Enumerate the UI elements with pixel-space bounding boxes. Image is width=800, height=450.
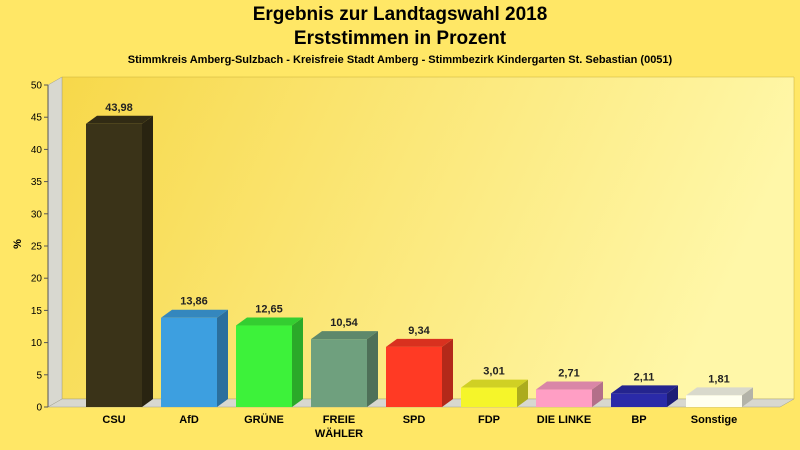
- bar: [236, 325, 292, 407]
- bar-side: [367, 331, 378, 407]
- bar: [536, 389, 592, 407]
- y-axis-label: %: [12, 239, 24, 249]
- bar-value-label: 9,34: [408, 325, 430, 337]
- x-tick-label: DIE LINKE: [537, 414, 591, 426]
- bar-side: [442, 338, 453, 407]
- y-tick-label: 25: [31, 242, 43, 253]
- bar: [161, 317, 217, 407]
- bar-value-label: 2,71: [558, 368, 579, 380]
- chart-subtitle: Stimmkreis Amberg-Sulzbach - Kreisfreie …: [127, 54, 673, 66]
- bar-top: [611, 385, 678, 394]
- labels: 43,98 CSU 13,86 AfD 12,65 GRÜNE 10,54 FREIEWÄHL…: [102, 102, 737, 440]
- bar-side: [217, 309, 228, 407]
- y-tick-label: 35: [31, 177, 43, 188]
- bar-value-label: 43,98: [105, 102, 133, 114]
- y-tick-label: 10: [31, 338, 43, 349]
- x-tick-label: WÄHLER: [315, 427, 363, 440]
- bar-top: [86, 115, 153, 124]
- x-tick-label: AfD: [179, 414, 199, 426]
- bar-side: [517, 379, 528, 407]
- bar: [86, 123, 142, 407]
- bar-value-label: 12,65: [255, 304, 283, 316]
- plot-left-wall: [47, 76, 63, 408]
- y-tick-label: 20: [31, 274, 43, 285]
- chart-title-line2: Erststimmen in Prozent: [293, 28, 507, 49]
- x-tick-label: FDP: [478, 414, 500, 426]
- bar-value-label: 1,81: [708, 373, 729, 385]
- x-tick-label: BP: [631, 414, 646, 426]
- bar-side: [292, 317, 303, 407]
- bar-side: [592, 381, 603, 407]
- bar: [386, 346, 442, 407]
- bar-value-label: 3,01: [483, 366, 504, 378]
- x-tick-label: SPD: [403, 414, 426, 426]
- bar-top: [236, 317, 303, 326]
- bar-side: [667, 385, 678, 407]
- bar-value-label: 2,11: [634, 371, 655, 383]
- bar-top: [536, 381, 603, 390]
- x-tick-label: Sonstige: [691, 414, 737, 426]
- y-tick-label: 0: [36, 403, 42, 414]
- y-tick-label: 5: [36, 370, 42, 381]
- bar-top: [686, 387, 753, 396]
- y-tick-label: 30: [31, 209, 43, 220]
- axes: 0 5 10 15 20 25 30 35 40 45 50%: [12, 76, 795, 414]
- x-tick-label: GRÜNE: [244, 413, 284, 426]
- bar: [611, 393, 667, 407]
- y-tick-label: 50: [31, 81, 43, 92]
- bar: [461, 387, 517, 407]
- bar-top: [161, 309, 228, 318]
- bar-side: [742, 387, 753, 407]
- bar-value-label: 10,54: [330, 317, 358, 329]
- chart-title: Ergebnis zur Landtagswahl 2018: [252, 4, 548, 25]
- bar: [686, 395, 742, 407]
- y-tick-label: 40: [31, 145, 43, 156]
- bars: [86, 115, 753, 407]
- bar-side: [142, 115, 153, 407]
- bar-top: [386, 338, 453, 347]
- bar: [311, 339, 367, 407]
- y-tick-label: 45: [31, 113, 43, 124]
- y-tick-label: 15: [31, 306, 43, 317]
- bar-value-label: 13,86: [180, 296, 208, 308]
- bar-top: [461, 379, 528, 388]
- x-tick-label: CSU: [102, 414, 125, 426]
- bar-top: [311, 331, 378, 340]
- x-tick-label: FREIE: [323, 414, 355, 426]
